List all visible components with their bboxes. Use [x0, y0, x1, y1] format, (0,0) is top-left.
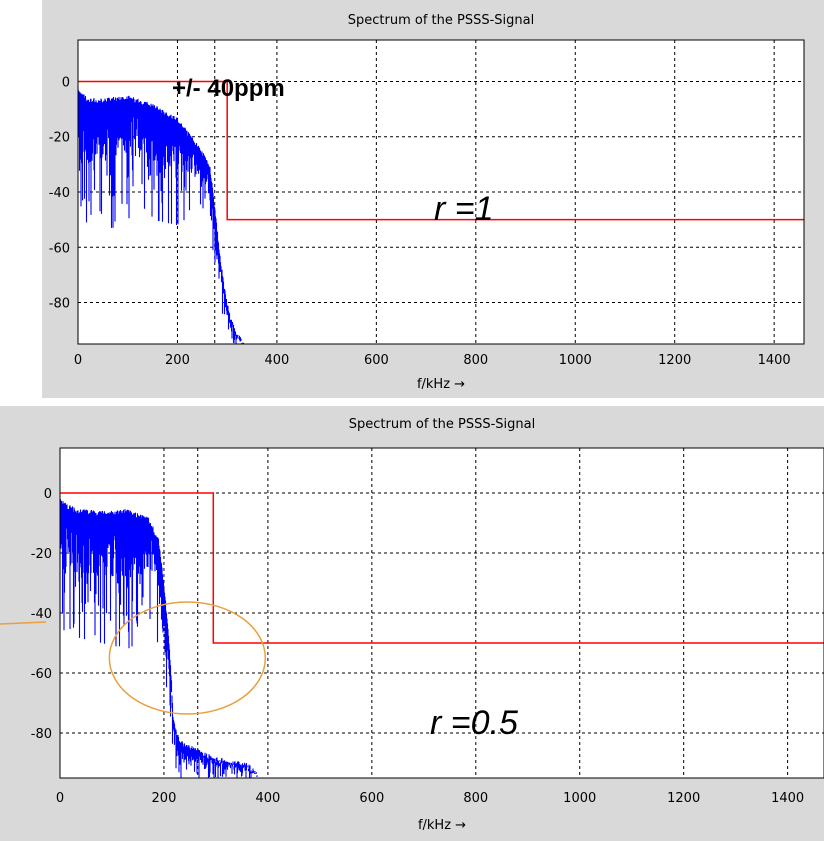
chart-title: Spectrum of the PSSS-Signal [348, 13, 534, 28]
y-tick-label: -20 [49, 131, 70, 146]
y-tick-label: 0 [62, 75, 70, 90]
spectrum-series [78, 87, 246, 344]
y-tick-label: -40 [31, 607, 52, 622]
y-tick-label: -60 [31, 667, 52, 682]
x-tick-label: 200 [152, 791, 177, 806]
x-tick-label: 800 [463, 353, 488, 368]
y-tick-label: -40 [49, 186, 70, 201]
x-tick-label: 600 [359, 791, 384, 806]
x-tick-label: 1200 [658, 353, 691, 368]
spectrum-chart-r05: Spectrum of the PSSS-Signal 0 200 400 600 800… [31, 417, 824, 833]
x-axis-label: f/kHz → [417, 377, 465, 392]
x-tick-label: 1200 [667, 791, 700, 806]
x-tick-label: 0 [56, 791, 64, 806]
x-tick-label: 600 [364, 353, 389, 368]
x-tick-label: 200 [165, 353, 190, 368]
x-tick-label: 1400 [771, 791, 804, 806]
x-tick-label: 0 [74, 353, 82, 368]
y-tick-label: -80 [49, 297, 70, 312]
highlight-ellipse [108, 601, 267, 715]
x-axis-label: f/kHz → [418, 818, 466, 833]
x-tick-label: 1400 [758, 353, 791, 368]
x-tick-label: 800 [463, 791, 488, 806]
chart-panel-top: Spectrum of the PSSS-Signal 0 200 400 600 800… [42, 0, 824, 398]
x-tick-label: 400 [255, 791, 280, 806]
x-tick-label: 1000 [563, 791, 596, 806]
spectrum-series [60, 499, 258, 778]
annotation-label: r =0.5 [430, 704, 518, 742]
x-tick-label: 1000 [559, 353, 592, 368]
y-tick-label: -20 [31, 547, 52, 562]
y-tick-label: -60 [49, 241, 70, 256]
y-tick-label: -80 [31, 727, 52, 742]
annotation-label: r =1 [434, 190, 494, 228]
annotation-label: +/- 40ppm [172, 75, 285, 102]
axes-frame [77, 39, 805, 345]
chart-title: Spectrum of the PSSS-Signal [349, 417, 535, 432]
spectral-mask-series [60, 492, 824, 644]
chart-panel-bottom: Spectrum of the PSSS-Signal 0 200 400 600 800… [0, 406, 824, 841]
x-tick-label: 400 [264, 353, 289, 368]
spectral-mask-series [78, 80, 804, 221]
axes-frame [59, 447, 824, 779]
spectrum-chart-r1: Spectrum of the PSSS-Signal 0 200 400 600 800… [49, 13, 805, 392]
y-tick-label: 0 [44, 487, 52, 502]
